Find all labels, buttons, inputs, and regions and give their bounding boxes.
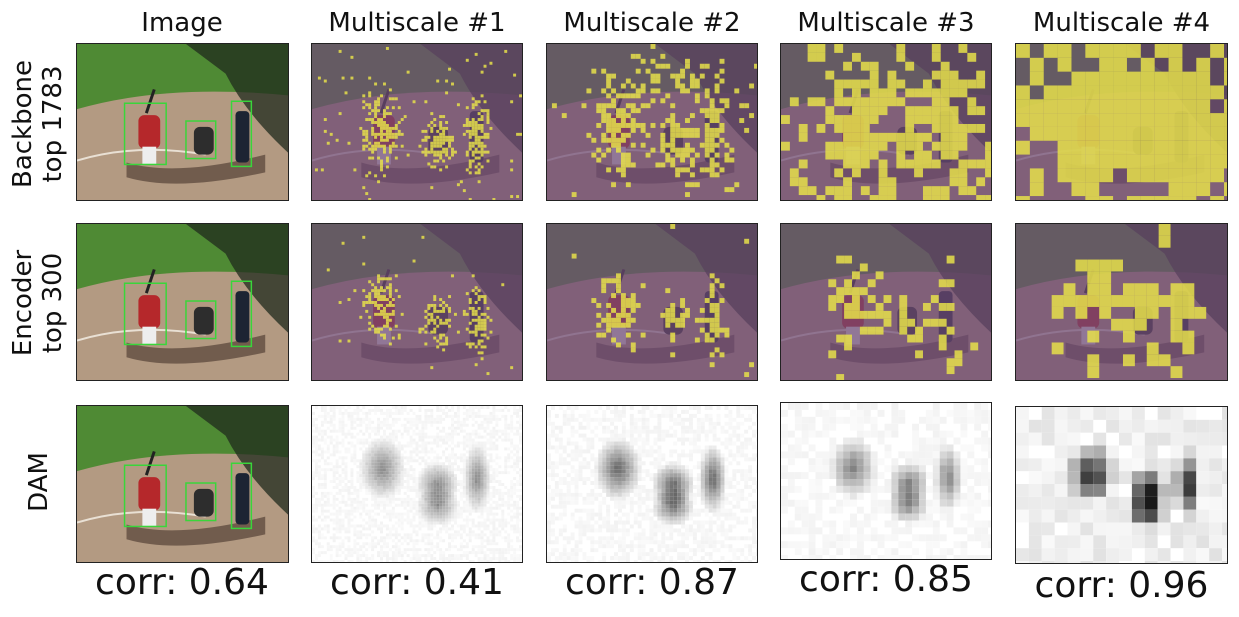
panel-dam-image [76,405,289,563]
panel-backbone-multiscale-4 [1015,43,1228,201]
chalk-line [77,510,206,524]
batter-figure [138,477,161,511]
player-shadow [126,334,266,364]
detection-box [123,102,167,166]
panel-dam-multiscale-3 [780,402,992,560]
corr-label-multiscale-4: corr: 0.96 [1034,565,1209,606]
panel-backbone-image [76,43,289,201]
detection-box [185,120,217,160]
column-title-multiscale-3: Multiscale #3 [797,8,975,38]
row-label-line1: Backbone [8,60,38,189]
detection-box [230,462,253,530]
catcher-figure [193,306,214,335]
column-title-image: Image [141,8,223,38]
selected-token-cells [781,44,991,200]
row-label-line1: Encoder [8,249,38,357]
detection-box [230,280,253,348]
chalk-line [77,328,206,342]
mask-background [547,44,757,200]
attention-heatmap [1016,407,1227,563]
panel-dam-multiscale-2 [546,405,758,563]
mask-background [547,224,757,380]
column-title-multiscale-4: Multiscale #4 [1032,8,1211,38]
panel-dam-multiscale-1 [311,405,523,563]
selected-token-cells [1051,224,1207,379]
chalk-line [77,148,206,162]
bat [144,88,156,114]
panel-encoder-image [76,223,289,381]
row-label-encoder: Encoder top 300 [8,213,72,393]
panel-encoder-multiscale-2 [546,223,758,381]
catcher-figure [193,488,214,517]
attention-heatmap [547,406,757,562]
bat [144,450,156,476]
row-label-dam: DAM [24,412,56,552]
row-label-line2: top 1783 [38,65,68,183]
umpire-figure [235,111,250,163]
stadium-shadow [185,406,288,515]
batter-figure [138,115,161,149]
detection-box [123,464,167,528]
corr-label-multiscale-2: corr: 0.87 [565,562,739,603]
panel-backbone-multiscale-3 [780,43,992,201]
panel-backbone-multiscale-2 [546,43,758,201]
corr-label-multiscale-1: corr: 0.41 [330,562,504,603]
row-label-line2: top 300 [38,252,68,354]
detection-box [230,100,253,168]
detection-box [185,482,217,522]
batter-legs [142,508,157,527]
player-shadow [126,154,266,184]
corr-label-image: corr: 0.64 [95,562,269,603]
stadium-shadow [185,224,288,333]
detection-box [185,300,217,340]
attention-heatmap [781,403,991,559]
batter-legs [142,326,157,345]
detection-box [123,282,167,346]
selected-token-cells [551,44,757,198]
umpire-figure [235,291,250,343]
mask-background [312,224,522,380]
corr-label-multiscale-3: corr: 0.85 [799,559,973,600]
row-label-backbone: Backbone top 1783 [8,34,72,214]
player-shadow [126,516,266,546]
batter-legs [142,146,157,165]
panel-encoder-multiscale-3 [780,223,992,381]
column-title-multiscale-2: Multiscale #2 [563,8,741,38]
panel-dam-multiscale-4 [1015,406,1228,564]
bat [144,268,156,294]
panel-encoder-multiscale-1 [311,223,523,381]
selected-token-cells [828,255,979,380]
selected-token-cells [326,235,514,376]
panel-encoder-multiscale-4 [1015,223,1228,381]
mask-background [312,44,522,200]
stadium-shadow [185,44,288,153]
column-title-multiscale-1: Multiscale #1 [328,8,506,38]
panel-backbone-multiscale-1 [311,43,523,201]
selected-token-cells [314,46,522,200]
batter-figure [138,295,161,329]
umpire-figure [235,473,250,525]
selected-token-cells [571,224,755,378]
selected-token-cells [1016,44,1227,200]
row-label-line1: DAM [24,452,54,512]
attention-heatmap [312,406,522,562]
catcher-figure [193,126,214,155]
